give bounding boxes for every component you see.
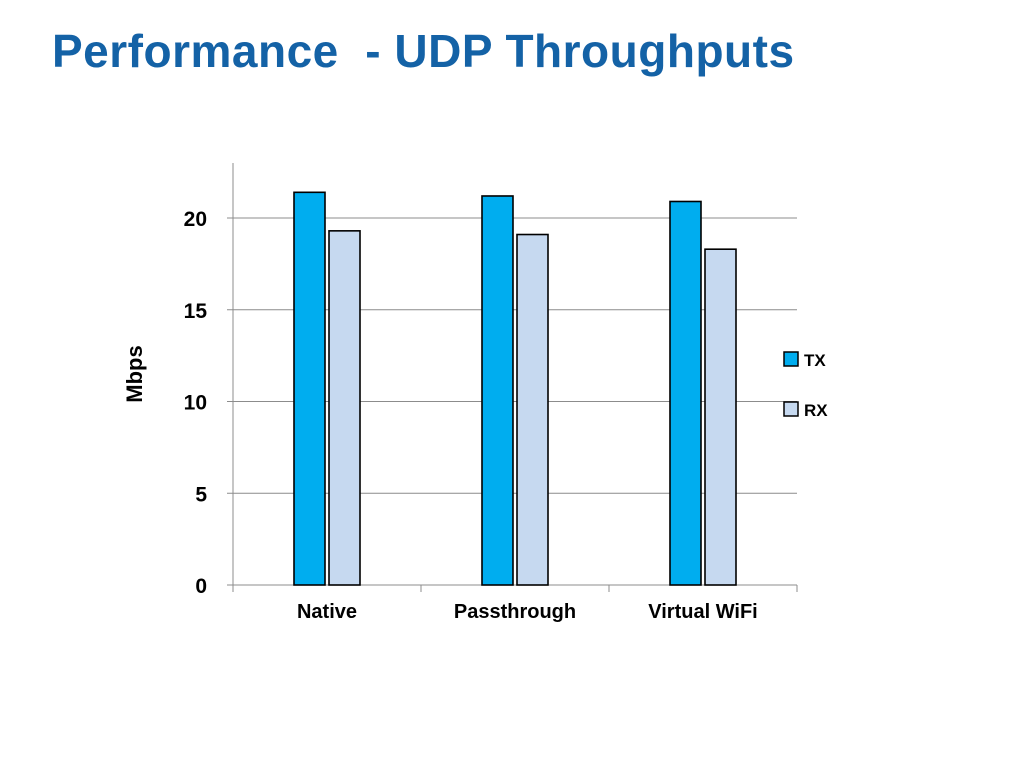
y-axis-title: Mbps — [122, 345, 147, 402]
x-tick-label: Passthrough — [454, 601, 576, 623]
y-tick-label: 15 — [184, 300, 208, 323]
y-tick-label: 10 — [184, 392, 207, 415]
bar-rx-passthrough — [516, 233, 549, 586]
bar-rx-native — [328, 230, 361, 586]
x-tick-label: Native — [297, 601, 357, 623]
legend-label-tx: TX — [804, 351, 826, 370]
bar-tx-passthrough — [481, 195, 514, 586]
gridlines — [233, 217, 797, 494]
y-tick-label: 0 — [195, 575, 207, 598]
y-tick-labels: 0 5 10 15 20 — [184, 208, 208, 598]
bar-tx-native — [293, 191, 326, 586]
bar-tx-virtual-wifi — [669, 200, 702, 586]
legend: TX RX — [783, 351, 828, 420]
legend-swatch-rx — [783, 401, 799, 417]
bars — [293, 191, 737, 586]
legend-label-rx: RX — [804, 401, 828, 420]
slide-title: Performance - UDP Throughputs — [52, 25, 795, 77]
bar-rx-virtual-wifi — [704, 248, 737, 586]
axes — [227, 163, 798, 592]
x-tick-label: Virtual WiFi — [648, 601, 757, 623]
legend-swatch-tx — [783, 351, 799, 367]
y-tick-label: 20 — [184, 208, 207, 231]
y-tick-label: 5 — [195, 483, 207, 506]
x-tick-labels: Native Passthrough Virtual WiFi — [297, 601, 758, 623]
